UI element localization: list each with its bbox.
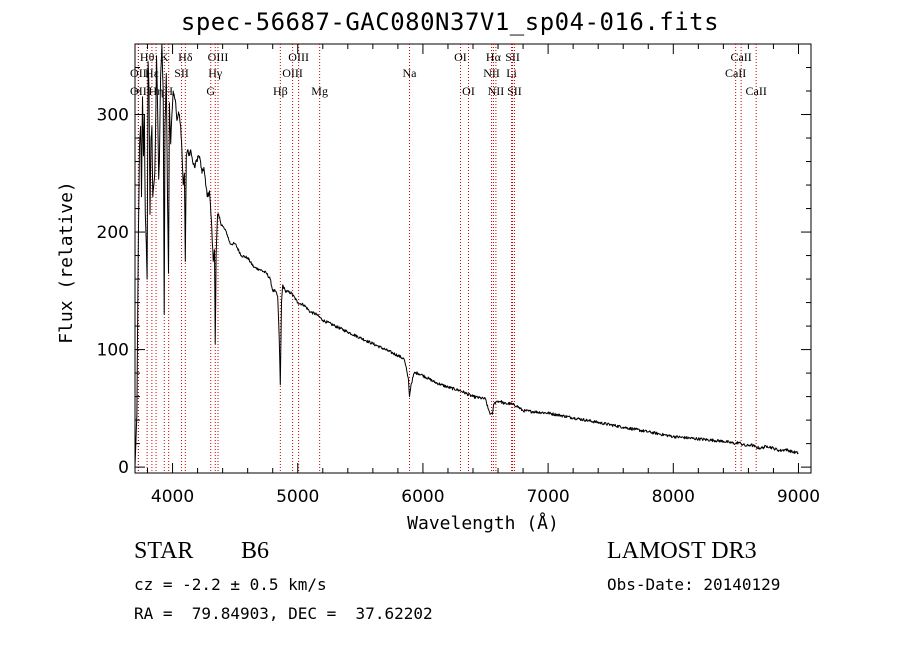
marker-label: NII bbox=[483, 66, 500, 80]
marker-label: CaII bbox=[725, 66, 746, 80]
marker-label: OIII bbox=[282, 66, 303, 80]
object-class: STAR bbox=[134, 538, 194, 564]
coordinates: RA = 79.84903, DEC = 37.62202 bbox=[134, 604, 433, 623]
x-tick-label: 5000 bbox=[276, 487, 319, 507]
marker-label: Li bbox=[506, 66, 517, 80]
x-tick-label: 8000 bbox=[652, 487, 695, 507]
marker-label: Hδ bbox=[178, 50, 193, 64]
y-tick-label: 300 bbox=[97, 106, 129, 126]
marker-label: NII bbox=[488, 84, 505, 98]
marker-label: G bbox=[206, 84, 215, 98]
marker-label: Hθ bbox=[140, 50, 155, 64]
redshift-velocity: cz = -2.2 ± 0.5 km/s bbox=[134, 575, 327, 594]
x-tick-label: 7000 bbox=[526, 487, 569, 507]
marker-label: Hβ bbox=[273, 84, 288, 98]
marker-label: H bbox=[164, 84, 173, 98]
marker-label: K bbox=[160, 50, 169, 64]
y-axis-label: Flux (relative) bbox=[56, 181, 77, 344]
marker-label: OI bbox=[462, 84, 475, 98]
survey-name: LAMOST DR3 bbox=[607, 538, 757, 564]
marker-label: Mg bbox=[311, 84, 328, 98]
y-axis: 0 100 200 300 bbox=[97, 67, 811, 478]
chart-title: spec-56687-GAC080N37V1_sp04-016.fits bbox=[180, 8, 720, 36]
marker-label: Na bbox=[403, 66, 418, 80]
marker-label: OII bbox=[130, 66, 147, 80]
spectrum-series bbox=[134, 43, 799, 468]
marker-label: SII bbox=[505, 50, 520, 64]
plot-frame bbox=[134, 43, 812, 474]
marker-label: SII bbox=[507, 84, 522, 98]
marker-label: OI bbox=[454, 50, 467, 64]
x-tick-label: 6000 bbox=[401, 487, 444, 507]
marker-label: Hγ bbox=[208, 66, 223, 80]
marker-label: CaII bbox=[730, 50, 751, 64]
x-tick-label: 9000 bbox=[777, 487, 820, 507]
observation-date: Obs-Date: 20140129 bbox=[607, 575, 781, 594]
x-axis-label: Wavelength (Å) bbox=[407, 512, 559, 534]
y-tick-label: 100 bbox=[97, 341, 129, 361]
marker-label: SII bbox=[174, 66, 189, 80]
y-tick-label: 0 bbox=[118, 458, 129, 478]
x-tick-label: 4000 bbox=[151, 487, 194, 507]
marker-label: OIII bbox=[288, 50, 309, 64]
marker-label: Hα bbox=[486, 50, 502, 64]
y-tick-label: 200 bbox=[97, 223, 129, 243]
object-subclass: B6 bbox=[241, 538, 270, 564]
x-axis: 4000 5000 6000 7000 8000 9000 bbox=[147, 44, 820, 507]
marker-label: OIII bbox=[208, 50, 229, 64]
marker-label: CaII bbox=[746, 84, 767, 98]
